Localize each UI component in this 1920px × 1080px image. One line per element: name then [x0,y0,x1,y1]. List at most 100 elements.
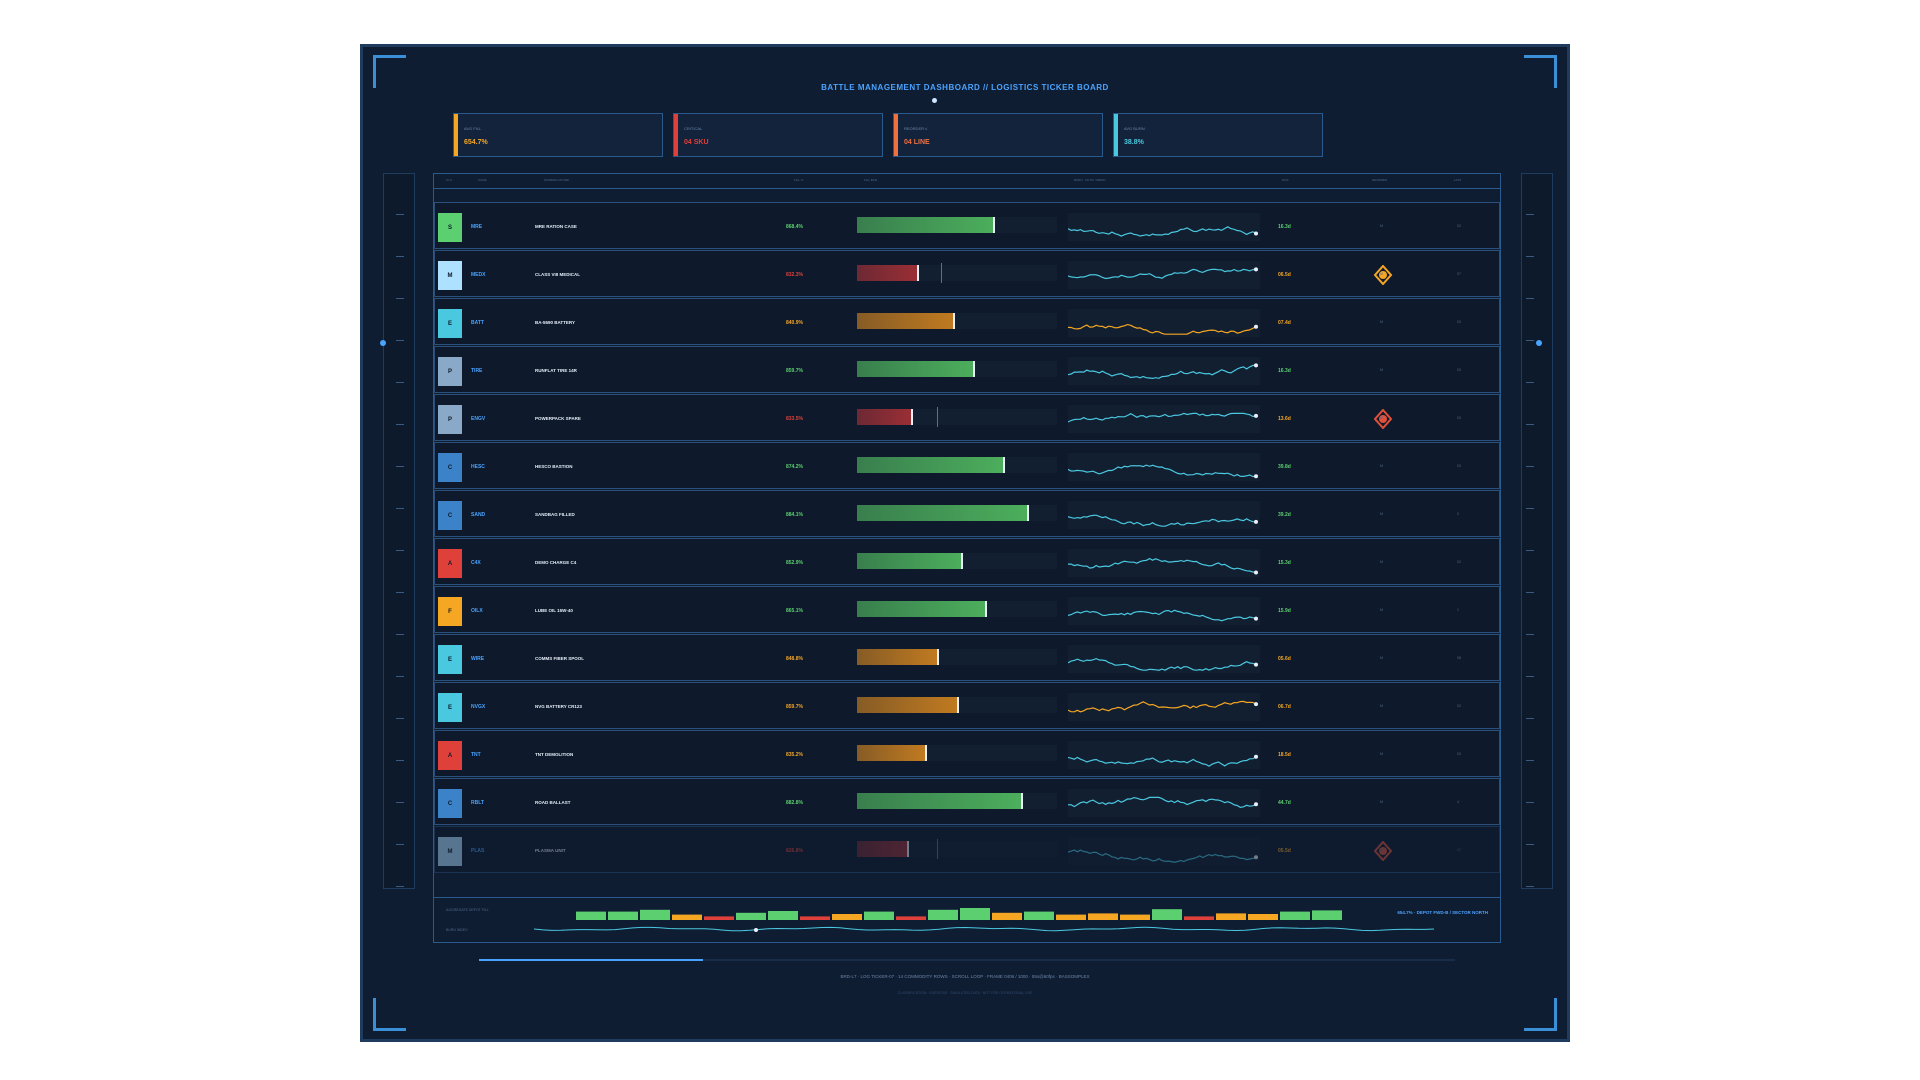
playback-progress[interactable] [479,959,1455,961]
burn-sparkline [1068,549,1260,577]
corner-bracket [1524,998,1557,1031]
right-scroll-rail[interactable] [1521,173,1553,889]
sparkline-end-dot [1254,267,1258,272]
sparkline-end-dot [1254,231,1258,236]
rail-tick [396,508,404,509]
aggregate-chart [533,908,1435,932]
sparkline-end-dot [1254,802,1258,807]
reorder-alert-icon[interactable] [1373,409,1393,429]
rail-tick [1526,592,1534,593]
table-row[interactable]: M PLAS PLASMA UNIT 826.8% 05.5d M 02 [434,826,1500,873]
sparkline-line [1068,464,1257,478]
class-badge: A [438,549,462,578]
aggregate-bar [1088,913,1118,920]
table-row[interactable]: E WIRE COMMS FIBER SPOOL 848.8% 05.6d M 08 [434,634,1500,681]
rail-position-dot[interactable] [380,340,386,346]
table-row[interactable]: C HESC HESCO BASTION 874.2% 39.8d M 03 [434,442,1500,489]
last-update: 03 [1457,320,1461,324]
burn-sparkline [1068,693,1260,721]
reorder-flag: M [1380,272,1383,276]
sparkline-background [1068,453,1260,481]
class-badge: F [438,597,462,626]
commodity-name: NVG BATTERY CR123 [535,704,582,709]
table-row[interactable]: C SAND SANDBAG FILLED 884.1% 39.2d M 0 [434,490,1500,537]
fill-bar-track [857,505,1057,521]
sparkline-line [1068,557,1257,573]
reorder-flag: M [1380,656,1383,660]
last-update: 4 [1457,800,1459,804]
rail-tick [1526,340,1534,341]
table-row[interactable]: M MEDX CLASS VIII MEDICAL 832.3% 06.5d M 07 [434,250,1500,297]
rail-tick [1526,802,1534,803]
rail-tick [396,802,404,803]
kpi-card: REORDER ≤ 04 LINE [893,113,1103,157]
table-row[interactable]: E BATT BA-5590 BATTERY 840.9% 07.4d M 03 [434,298,1500,345]
rail-tick [1526,676,1534,677]
last-update: 03 [1457,368,1461,372]
sparkline-background [1068,357,1260,385]
sparkline-end-dot [1254,324,1258,329]
fill-percent: 848.8% [786,656,803,662]
table-row[interactable]: A TNT TNT DEMOLITION 835.2% 18.5d M 03 [434,730,1500,777]
class-badge: E [438,693,462,722]
fill-bar [857,313,955,329]
class-badge: P [438,405,462,434]
days-of-supply: 06.7d [1278,704,1291,710]
corner-bracket [1524,55,1557,88]
rail-tick [396,382,404,383]
burn-sparkline [1068,741,1260,769]
commodity-name: DEMO CHARGE C4 [535,560,577,565]
table-row[interactable]: P ENGV POWERPACK SPARE 833.5% 13.6d M 03 [434,394,1500,441]
column-header: LAST [1454,178,1462,182]
rail-tick [396,676,404,677]
sparkline-line [1068,323,1257,335]
last-update: 02 [1457,224,1461,228]
last-update: 03 [1457,752,1461,756]
commodity-code: TNT [471,752,481,758]
last-update: 03 [1457,464,1461,468]
commodity-name: HESCO BASTION [535,464,573,469]
days-of-supply: 16.3d [1278,224,1291,230]
burn-sparkline [1068,789,1260,817]
last-update: 02 [1457,848,1461,852]
aggregate-summary: 654.7% · DEPOT FWD-B / SECTOR NORTH [1397,910,1488,915]
kpi-value: 38.8% [1124,139,1144,146]
burn-sparkline [1068,501,1260,529]
table-row[interactable]: F OILX LUBE OIL 15W-40 865.1% 15.9d M 1 [434,586,1500,633]
aggregate-bar [1184,916,1214,920]
left-scroll-rail[interactable] [380,173,415,889]
sparkline-end-dot [1254,616,1258,621]
reorder-flag: M [1380,800,1383,804]
rail-tick [396,718,404,719]
sparkline-line [1068,268,1257,280]
aggregate-bar [1248,914,1278,920]
title-indicator-dot [932,98,937,103]
fill-bar [857,217,995,233]
last-update: 03 [1457,416,1461,420]
table-row[interactable]: C RBLT ROAD BALLAST 882.8% 44.7d M 4 [434,778,1500,825]
rail-position-dot[interactable] [1536,340,1542,346]
aggregate-bar [992,912,1022,920]
days-of-supply: 05.6d [1278,656,1291,662]
alert-diamond [1373,841,1393,861]
aggregate-bar [864,911,894,920]
table-row[interactable]: S MRE MRE RATION CASE 868.4% 16.3d M 02 [434,202,1500,249]
column-header: NOMENCLATURE [544,178,569,182]
reorder-flag: M [1380,752,1383,756]
reorder-flag: M [1380,512,1383,516]
sparkline-background [1068,549,1260,577]
fill-bar-track [857,313,1057,329]
table-row[interactable]: E NVGX NVG BATTERY CR123 859.7% 06.7d M 02 [434,682,1500,729]
reorder-alert-icon[interactable] [1373,265,1393,285]
alert-core [1379,415,1387,423]
table-row[interactable]: P TIRE RUNFLAT TIRE 14R 859.7% 16.3d M 03 [434,346,1500,393]
table-row[interactable]: A C4X DEMO CHARGE C4 852.9% 15.3d M 02 [434,538,1500,585]
aggregate-label: AGGREGATE DEPOT FILL [446,908,489,912]
reorder-alert-icon[interactable] [1373,841,1393,861]
commodity-name: TNT DEMOLITION [535,752,574,757]
days-of-supply: 18.5d [1278,752,1291,758]
last-update: 02 [1457,560,1461,564]
aggregate-bar [1056,914,1086,920]
fill-bar-track [857,745,1057,761]
aggregate-bar [768,911,798,920]
